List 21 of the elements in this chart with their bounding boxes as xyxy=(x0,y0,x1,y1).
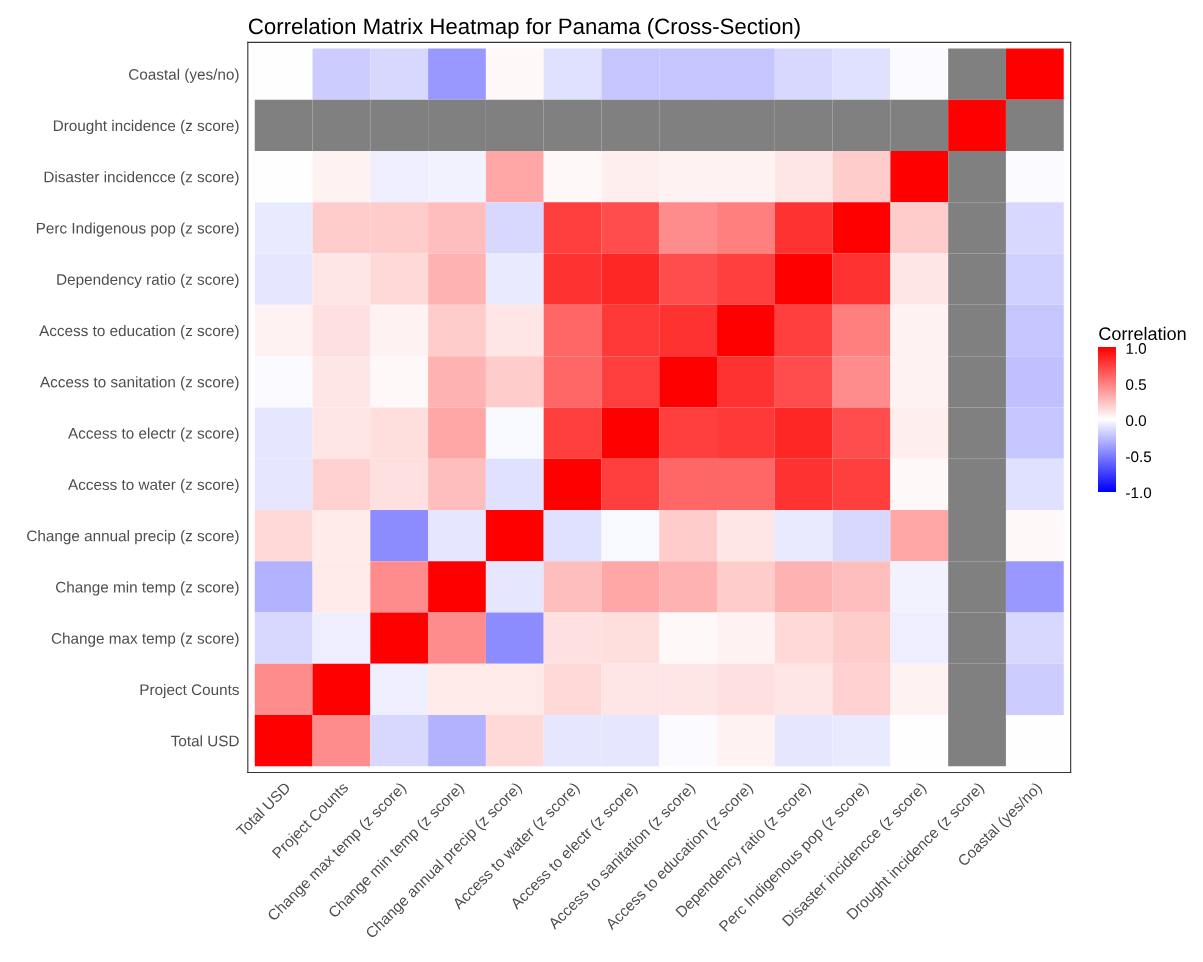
color-bar-label: 0.0 xyxy=(1126,415,1147,427)
y-tick-label: Change min temp (z score) xyxy=(56,581,239,596)
y-tick-label: Coastal (yes/no) xyxy=(129,68,239,83)
y-tick-label: Total USD xyxy=(171,735,239,747)
y-tick-label: Change annual precip (z score) xyxy=(27,530,239,545)
y-tick-label: Perc Indigenous pop (z score) xyxy=(36,222,239,237)
color-bar-title: Correlation xyxy=(1099,326,1186,341)
y-tick-label: Project Counts xyxy=(140,683,239,699)
y-tick-label: Access to water (z score) xyxy=(68,478,239,494)
color-bar-label: -0.5 xyxy=(1126,451,1152,463)
y-tick-label: Dependency ratio (z score) xyxy=(57,273,239,288)
y-tick-label: Access to electr (z score) xyxy=(68,427,239,442)
color-bar-label: 1.0 xyxy=(1126,343,1147,354)
color-bar-label: -1.0 xyxy=(1126,487,1152,499)
y-tick-label: Change max temp (z score) xyxy=(51,632,239,647)
y-tick-label: Access to education (z score) xyxy=(39,324,239,340)
chart-title: Correlation Matrix Heatmap for Panama (Cross-Section) xyxy=(248,17,800,39)
y-tick-label: Disaster incidencce (z score) xyxy=(44,171,239,186)
y-tick-label: Access to sanitation (z score) xyxy=(39,376,239,391)
y-tick-label: Drought incidence (z score) xyxy=(53,119,239,135)
color-bar-label: 0.5 xyxy=(1126,379,1147,391)
